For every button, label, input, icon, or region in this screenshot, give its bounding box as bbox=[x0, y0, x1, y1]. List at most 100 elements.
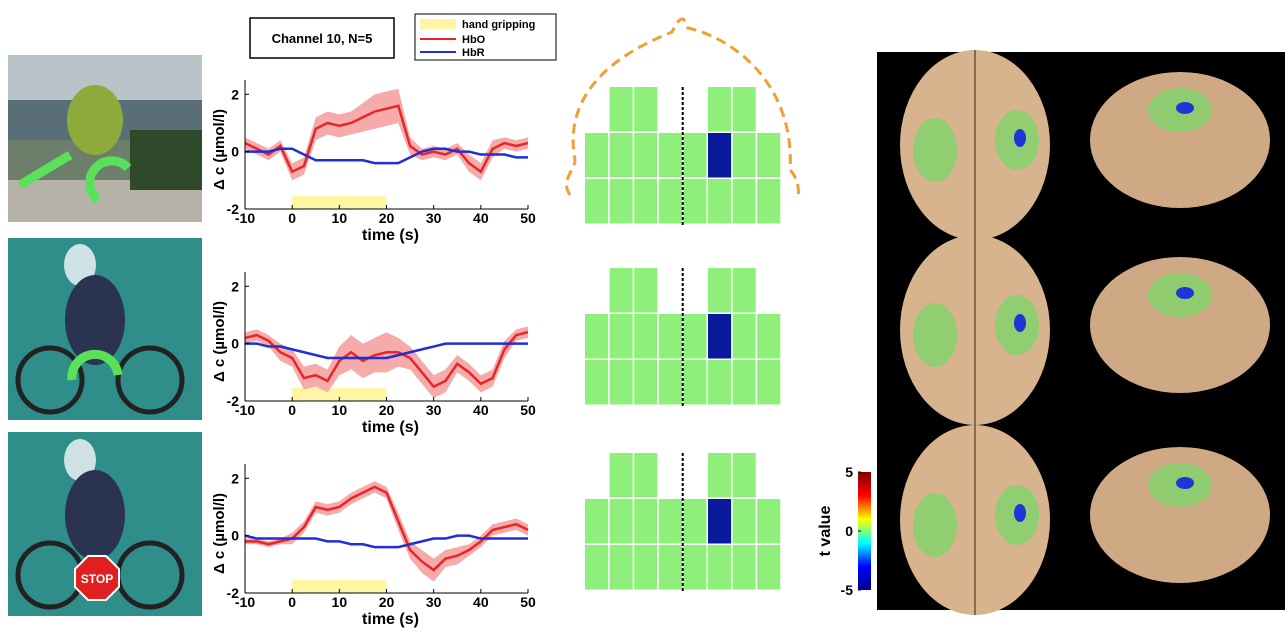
channel-cell bbox=[585, 133, 608, 178]
channel-cell bbox=[610, 268, 633, 313]
legend-label: hand gripping bbox=[462, 19, 535, 31]
x-tick-label: 40 bbox=[473, 594, 489, 610]
channel-cell bbox=[683, 545, 706, 590]
error-band bbox=[245, 326, 528, 398]
channel-cell bbox=[610, 314, 633, 359]
y-tick-label: 0 bbox=[231, 528, 239, 544]
channel-cell bbox=[634, 87, 657, 132]
activation-peak bbox=[1176, 287, 1194, 299]
x-tick-label: 20 bbox=[379, 210, 395, 226]
channel-cell bbox=[634, 545, 657, 590]
channel-cell bbox=[757, 314, 780, 359]
channel-cell bbox=[634, 499, 657, 544]
channel-cell bbox=[683, 360, 706, 405]
y-tick-label: -2 bbox=[227, 201, 240, 217]
y-tick-label: 0 bbox=[231, 144, 239, 160]
channel-cell bbox=[634, 268, 657, 313]
x-tick-label: 50 bbox=[520, 594, 536, 610]
channel-cell bbox=[659, 499, 682, 544]
x-tick-label: 0 bbox=[288, 210, 296, 226]
channel-cell bbox=[659, 545, 682, 590]
activation-peak bbox=[1014, 314, 1026, 332]
channel-cell bbox=[757, 545, 780, 590]
channel-cell bbox=[757, 133, 780, 178]
photos: STOP bbox=[8, 55, 202, 616]
activation-peak bbox=[1014, 129, 1026, 147]
activation-peak bbox=[1176, 102, 1194, 114]
channel-cell bbox=[708, 87, 731, 132]
x-tick-label: 30 bbox=[426, 402, 442, 418]
error-band bbox=[245, 89, 528, 181]
x-tick-label: 10 bbox=[332, 402, 348, 418]
error-band bbox=[245, 481, 528, 581]
channel-cell bbox=[683, 179, 706, 224]
activation bbox=[913, 493, 957, 557]
channel-cell bbox=[683, 133, 706, 178]
x-axis-label: time (s) bbox=[362, 611, 419, 628]
y-tick-label: -2 bbox=[227, 585, 240, 601]
channel-cell bbox=[708, 179, 731, 224]
x-tick-label: 0 bbox=[288, 594, 296, 610]
channel-cell bbox=[610, 179, 633, 224]
channel-cell bbox=[733, 360, 756, 405]
x-tick-label: 50 bbox=[520, 210, 536, 226]
x-tick-label: 20 bbox=[379, 594, 395, 610]
rider bbox=[67, 85, 123, 155]
activation bbox=[913, 303, 957, 367]
channel-cell bbox=[708, 268, 731, 313]
activation-peak bbox=[1014, 504, 1026, 522]
x-tick-label: 40 bbox=[473, 402, 489, 418]
x-axis-label: time (s) bbox=[362, 227, 419, 244]
x-tick-label: 20 bbox=[379, 402, 395, 418]
channel-cell bbox=[610, 453, 633, 498]
channel-cell bbox=[757, 179, 780, 224]
chart-title: Channel 10, N=5 bbox=[272, 31, 373, 46]
x-axis-label: time (s) bbox=[362, 419, 419, 436]
channel-cell bbox=[683, 314, 706, 359]
channel-cell bbox=[733, 268, 756, 313]
x-tick-label: 10 bbox=[332, 210, 348, 226]
channel-cell bbox=[659, 360, 682, 405]
channel-cell bbox=[659, 179, 682, 224]
channel-cell bbox=[659, 314, 682, 359]
channel-cell bbox=[708, 545, 731, 590]
channel-cell bbox=[634, 133, 657, 178]
photo-hedge bbox=[130, 130, 202, 190]
channel-cell bbox=[585, 360, 608, 405]
channel-cell bbox=[683, 499, 706, 544]
colorbar-tick-label: 0 bbox=[845, 523, 853, 539]
colorbar-tick-label: 5 bbox=[845, 464, 853, 480]
x-tick-label: 30 bbox=[426, 210, 442, 226]
colorbar-tick-label: -5 bbox=[841, 582, 854, 598]
y-axis-label: Δ c (µmol/l) bbox=[211, 109, 228, 190]
x-tick-label: 30 bbox=[426, 594, 442, 610]
channel-cell bbox=[733, 453, 756, 498]
channel-cell bbox=[708, 453, 731, 498]
active-channel bbox=[708, 499, 731, 544]
figure: STOP -1001020304050-202time (s)Δ c (µmol… bbox=[0, 0, 1285, 634]
y-tick-label: -2 bbox=[227, 393, 240, 409]
y-tick-label: 2 bbox=[231, 86, 239, 102]
activation bbox=[913, 118, 957, 182]
channel-cell bbox=[634, 453, 657, 498]
channel-cell bbox=[634, 179, 657, 224]
legend-label: HbO bbox=[462, 34, 486, 46]
channel-cell bbox=[585, 499, 608, 544]
channel-cell bbox=[634, 360, 657, 405]
channel-cell bbox=[585, 545, 608, 590]
channel-cell bbox=[733, 499, 756, 544]
channel-cell bbox=[610, 133, 633, 178]
colorbar-label: t value bbox=[817, 506, 834, 557]
y-axis-label: Δ c (µmol/l) bbox=[211, 493, 228, 574]
channel-cell bbox=[610, 87, 633, 132]
x-tick-label: 10 bbox=[332, 594, 348, 610]
x-tick-label: 50 bbox=[520, 402, 536, 418]
y-tick-label: 2 bbox=[231, 470, 239, 486]
channel-cell bbox=[757, 360, 780, 405]
y-axis-label: Δ c (µmol/l) bbox=[211, 301, 228, 382]
legend-label: HbR bbox=[462, 47, 485, 59]
channel-cell bbox=[610, 360, 633, 405]
channel-cell bbox=[585, 179, 608, 224]
active-channel bbox=[708, 133, 731, 178]
channel-cell bbox=[659, 133, 682, 178]
